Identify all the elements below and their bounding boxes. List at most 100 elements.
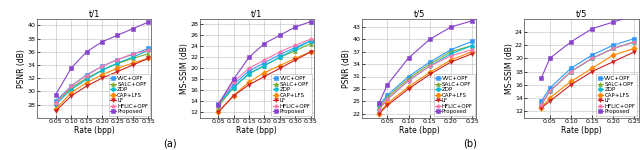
ZDP <box>609 48 617 49</box>
VVC+OPF <box>245 70 253 72</box>
HFLIC+OPF <box>230 81 237 83</box>
ZDP <box>375 109 383 110</box>
Line: SALC+OPF: SALC+OPF <box>216 42 313 109</box>
Title: t/5: t/5 <box>576 10 588 19</box>
HFLIC+OPF <box>375 109 383 110</box>
Line: HFLIC+OPF: HFLIC+OPF <box>377 48 474 111</box>
HFLIC+OPF <box>468 49 476 51</box>
SALC+OPF <box>375 106 383 108</box>
Proposed <box>98 41 106 43</box>
Legend: VVC+OPF, SALC+OPF, ZDP, CAP+LFS, LF, HFLIC+OPF, Proposed: VVC+OPF, SALC+OPF, ZDP, CAP+LFS, LF, HFL… <box>596 74 637 116</box>
X-axis label: Rate (bpp): Rate (bpp) <box>74 126 115 135</box>
CAP+LFS <box>375 113 383 115</box>
HFLIC+OPF <box>114 59 122 61</box>
SALC+OPF <box>468 45 476 46</box>
Line: ZDP: ZDP <box>54 48 150 106</box>
SALC+OPF <box>114 63 122 64</box>
SALC+OPF <box>67 87 75 89</box>
LF <box>214 111 222 113</box>
VVC+OPF <box>230 84 237 86</box>
LF <box>375 113 383 115</box>
LF <box>145 57 152 59</box>
SALC+OPF <box>609 48 617 49</box>
LF <box>291 59 299 61</box>
VVC+OPF <box>567 67 575 69</box>
VVC+OPF <box>546 87 554 89</box>
Y-axis label: PSNR (dB): PSNR (dB) <box>342 49 351 88</box>
SALC+OPF <box>260 65 268 66</box>
Proposed <box>588 28 596 30</box>
HFLIC+OPF <box>404 80 412 82</box>
CAP+LFS <box>114 67 122 69</box>
HFLIC+OPF <box>538 104 545 105</box>
Y-axis label: PSNR (dB): PSNR (dB) <box>17 49 26 88</box>
Legend: VVC+OPF, SALC+OPF, ZDP, CAP+LFS, LF, HFLIC+OPF, Proposed: VVC+OPF, SALC+OPF, ZDP, CAP+LFS, LF, HFL… <box>271 74 312 116</box>
VVC+OPF <box>630 38 638 39</box>
Line: HFLIC+OPF: HFLIC+OPF <box>54 48 150 105</box>
Proposed <box>404 57 412 59</box>
SALC+OPF <box>276 56 284 58</box>
HFLIC+OPF <box>588 57 596 59</box>
Line: SALC+OPF: SALC+OPF <box>377 44 474 109</box>
Line: Proposed: Proposed <box>216 20 313 107</box>
HFLIC+OPF <box>245 67 253 69</box>
ZDP <box>383 98 391 100</box>
Line: LF: LF <box>54 56 150 113</box>
Proposed <box>375 102 383 104</box>
Text: (b): (b) <box>463 138 477 148</box>
Text: (a): (a) <box>163 138 177 148</box>
LF <box>383 104 391 106</box>
VVC+OPF <box>145 48 152 49</box>
ZDP <box>468 45 476 46</box>
Title: t/1: t/1 <box>88 10 100 19</box>
Proposed <box>230 78 237 80</box>
SALC+OPF <box>630 41 638 43</box>
Line: LF: LF <box>540 50 636 110</box>
HFLIC+OPF <box>307 38 315 40</box>
VVC+OPF <box>260 62 268 64</box>
CAP+LFS <box>129 62 137 64</box>
ZDP <box>52 104 60 105</box>
VVC+OPF <box>83 74 90 76</box>
SALC+OPF <box>245 73 253 75</box>
HFLIC+OPF <box>276 51 284 53</box>
CAP+LFS <box>630 48 638 49</box>
LF <box>276 67 284 69</box>
VVC+OPF <box>538 100 545 102</box>
CAP+LFS <box>383 102 391 104</box>
Y-axis label: MS-SSIM (dB): MS-SSIM (dB) <box>504 43 513 94</box>
CAP+LFS <box>307 51 315 53</box>
HFLIC+OPF <box>426 65 433 67</box>
HFLIC+OPF <box>67 85 75 87</box>
CAP+LFS <box>538 107 545 109</box>
Line: VVC+OPF: VVC+OPF <box>540 37 636 103</box>
VVC+OPF <box>114 59 122 61</box>
Line: LF: LF <box>216 50 313 114</box>
CAP+LFS <box>245 81 253 83</box>
VVC+OPF <box>291 46 299 48</box>
Y-axis label: MS-SSIM (dB): MS-SSIM (dB) <box>180 43 189 94</box>
Line: CAP+LFS: CAP+LFS <box>540 46 636 110</box>
LF <box>609 61 617 63</box>
LF <box>538 107 545 109</box>
ZDP <box>307 40 315 42</box>
HFLIC+OPF <box>145 50 152 51</box>
Proposed <box>260 43 268 44</box>
CAP+LFS <box>98 74 106 76</box>
VVC+OPF <box>426 61 433 63</box>
HFLIC+OPF <box>98 65 106 67</box>
ZDP <box>538 104 545 105</box>
Proposed <box>546 57 554 59</box>
Line: ZDP: ZDP <box>216 39 313 106</box>
CAP+LFS <box>567 81 575 82</box>
HFLIC+OPF <box>214 103 222 105</box>
CAP+LFS <box>546 97 554 99</box>
SALC+OPF <box>567 71 575 72</box>
SALC+OPF <box>145 53 152 55</box>
Title: t/5: t/5 <box>413 10 425 19</box>
Proposed <box>630 15 638 16</box>
CAP+LFS <box>426 71 433 73</box>
Line: Proposed: Proposed <box>377 19 474 105</box>
Proposed <box>291 26 299 28</box>
VVC+OPF <box>52 100 60 102</box>
